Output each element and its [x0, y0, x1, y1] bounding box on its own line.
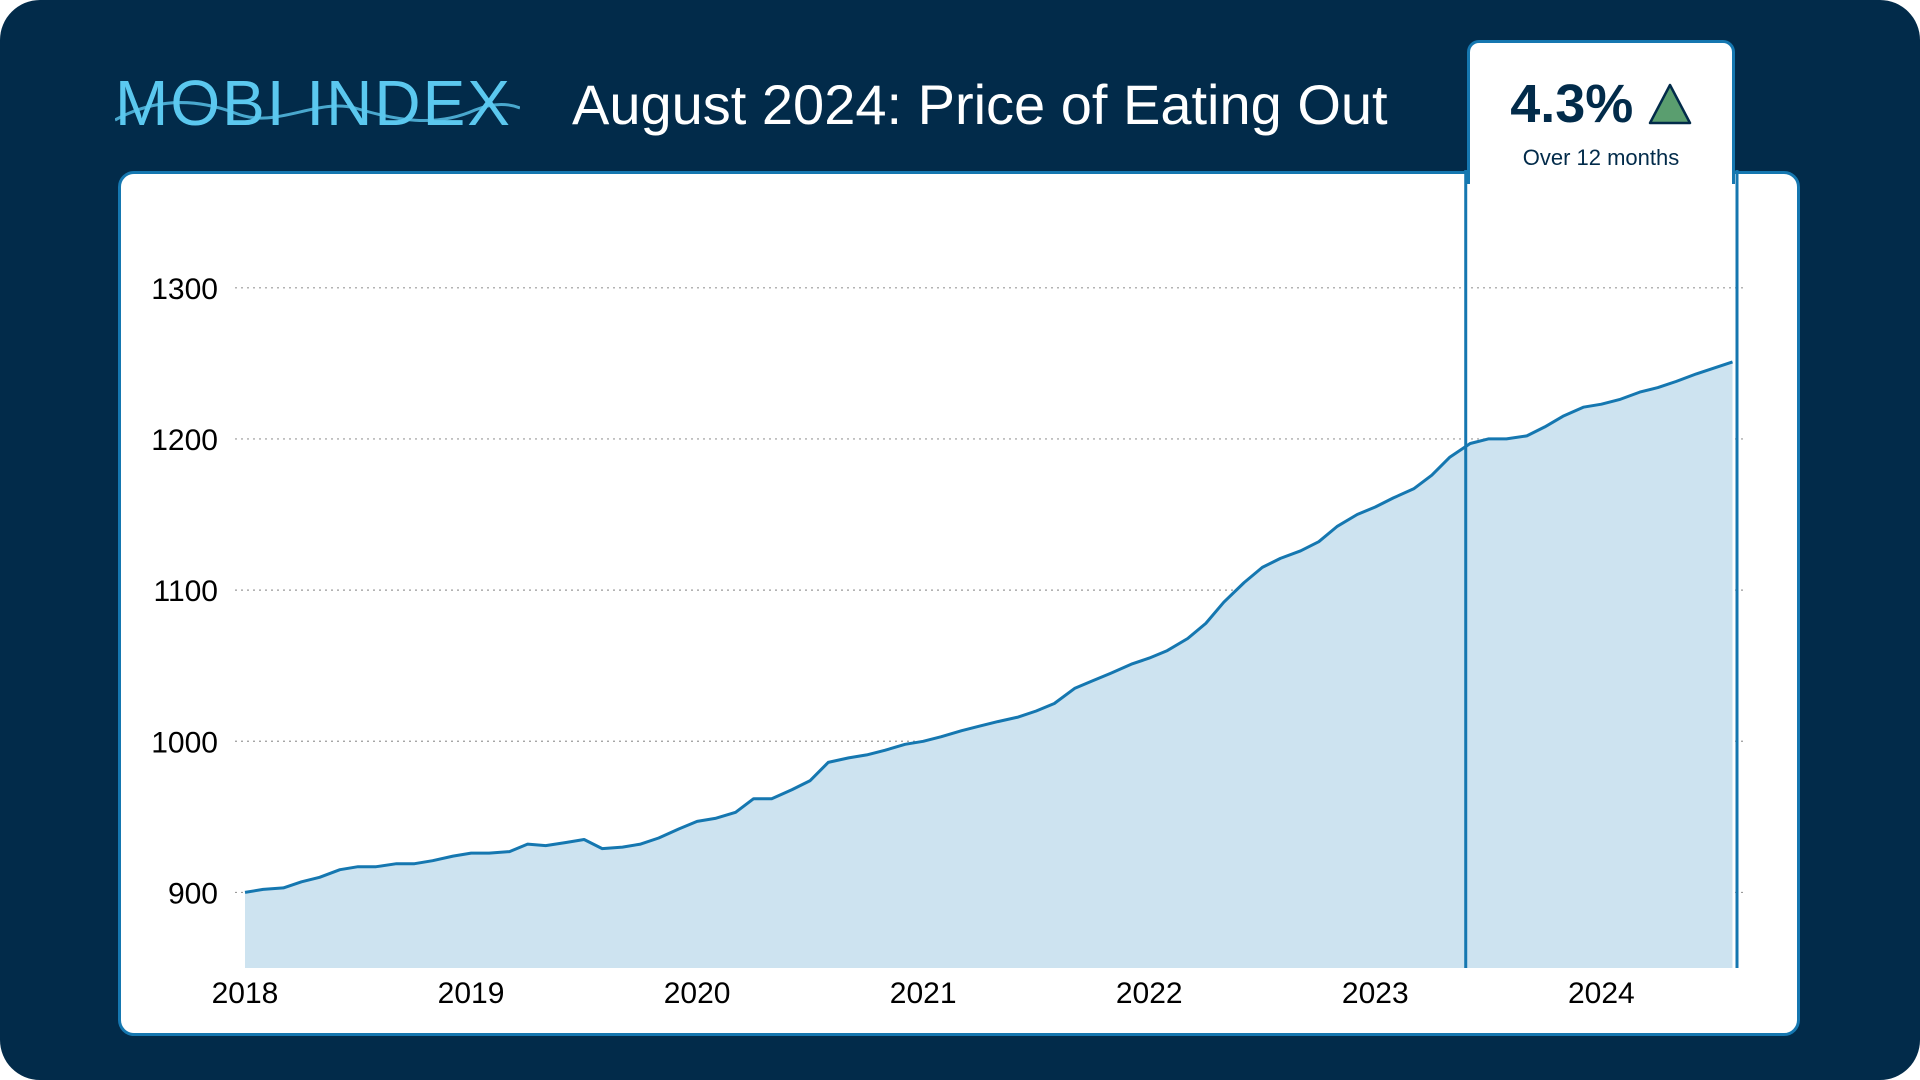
- y-tick-label-1000: 1000: [151, 726, 218, 759]
- x-tick-label-2024: 2024: [1568, 977, 1635, 1010]
- y-tick-label-900: 900: [168, 877, 218, 910]
- y-tick-label-1100: 1100: [153, 575, 218, 608]
- highlight-window: [1464, 170, 1739, 968]
- y-tick-label-1200: 1200: [151, 424, 218, 457]
- y-axis-labels: 900 1000 1100 1200 1300: [151, 273, 218, 911]
- up-triangle-icon: [1648, 83, 1692, 125]
- x-tick-label-2019: 2019: [438, 977, 505, 1010]
- series-area-fill: [245, 361, 1733, 968]
- x-axis-labels: 2018 2019 2020 2021 2022 2023 2024: [212, 977, 1635, 1010]
- mobi-index-logo: MOBI INDEX: [115, 68, 520, 138]
- y-tick-label-1300: 1300: [151, 273, 218, 306]
- series-area: [244, 360, 1733, 968]
- series-line: [244, 360, 1733, 894]
- badge-value: 4.3%: [1510, 74, 1634, 134]
- x-tick-label-2021: 2021: [890, 977, 957, 1010]
- x-tick-label-2023: 2023: [1342, 977, 1409, 1010]
- x-tick-label-2022: 2022: [1116, 977, 1183, 1010]
- badge-subtitle: Over 12 months: [1522, 145, 1680, 170]
- x-tick-label-2018: 2018: [212, 977, 279, 1010]
- page-title: August 2024: Price of Eating Out: [572, 73, 1388, 136]
- x-tick-label-2020: 2020: [664, 977, 731, 1010]
- logo-wave-icon: [115, 101, 520, 123]
- change-badge: 4.3% Over 12 months: [1467, 40, 1735, 184]
